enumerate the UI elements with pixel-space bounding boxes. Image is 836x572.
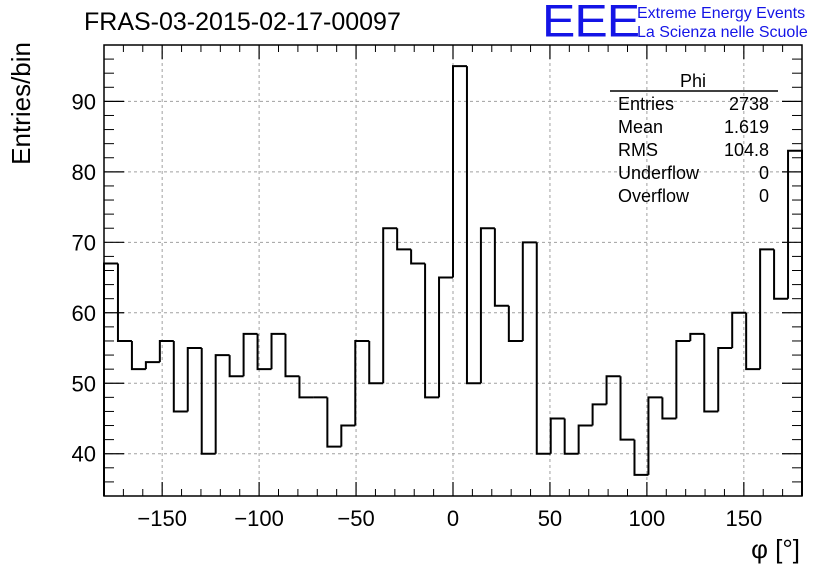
histogram-bin bbox=[144, 361, 160, 370]
logo-line-2: La Scienza nelle Scuole bbox=[637, 24, 808, 41]
histogram-bin bbox=[577, 424, 593, 454]
histogram-bin bbox=[493, 228, 509, 307]
stats-name: Phi bbox=[680, 71, 706, 91]
histogram-bin bbox=[130, 340, 146, 371]
histogram-bin bbox=[647, 396, 663, 475]
histogram-bin bbox=[228, 355, 244, 378]
histogram-bin bbox=[507, 305, 523, 342]
y-tick-label: 50 bbox=[72, 371, 96, 396]
histogram-bin bbox=[535, 242, 551, 455]
stats-value: 0 bbox=[759, 186, 769, 206]
stats-box: Phi Entries 2738 Mean 1.619 RMS 104.8 Underflow… bbox=[610, 71, 778, 206]
histogram-bin bbox=[465, 66, 481, 385]
histogram-bin bbox=[759, 248, 775, 370]
x-tick-label: −50 bbox=[337, 506, 374, 531]
stats-value: 2738 bbox=[729, 94, 769, 114]
x-axis-title: φ [°] bbox=[751, 534, 800, 564]
axes: −150 −100 −50 0 50 100 150 40 50 60 70 80 90 φ [°] Ent… bbox=[6, 42, 803, 564]
y-tick-label: 90 bbox=[72, 89, 96, 114]
y-tick-label: 70 bbox=[72, 230, 96, 255]
histogram-bin bbox=[298, 376, 314, 399]
stats-label: Mean bbox=[618, 117, 663, 137]
histogram-bin bbox=[787, 149, 803, 496]
histogram-bin bbox=[605, 375, 621, 405]
histogram-bin bbox=[424, 263, 440, 399]
histogram-bin bbox=[703, 333, 719, 413]
histogram-bin bbox=[340, 424, 356, 447]
histogram-bin bbox=[368, 340, 384, 385]
histogram-bin bbox=[158, 339, 174, 363]
histogram-bin bbox=[200, 348, 216, 455]
histogram-bin bbox=[591, 403, 607, 426]
histogram-bin bbox=[326, 397, 342, 448]
x-tick-label: 150 bbox=[725, 506, 762, 531]
histogram-bin bbox=[284, 333, 300, 378]
histogram-bin bbox=[773, 249, 789, 300]
histogram-bin bbox=[689, 332, 705, 341]
histogram-bin bbox=[396, 228, 412, 251]
histogram-bin bbox=[172, 340, 188, 413]
histogram-bin bbox=[731, 311, 747, 349]
histogram-bin bbox=[410, 249, 426, 265]
histogram-bin bbox=[186, 347, 202, 412]
histogram-bin bbox=[619, 376, 635, 441]
histogram-bin bbox=[452, 65, 467, 278]
histogram-bin bbox=[479, 227, 495, 384]
histogram-bin bbox=[270, 332, 286, 370]
histogram-bin bbox=[549, 417, 565, 454]
histogram-bin bbox=[256, 333, 272, 371]
histogram-bin bbox=[382, 227, 398, 384]
chart-title: FRAS-03-2015-02-17-00097 bbox=[84, 8, 401, 36]
y-tick-label: 60 bbox=[72, 301, 96, 326]
stats-label: Overflow bbox=[618, 186, 690, 206]
stats-value: 104.8 bbox=[724, 140, 769, 160]
stats-value: 1.619 bbox=[724, 117, 769, 137]
histogram-bin bbox=[633, 439, 649, 476]
x-tick-label: −150 bbox=[137, 506, 187, 531]
x-tick-label: 50 bbox=[538, 506, 562, 531]
histogram-bin bbox=[116, 263, 132, 342]
y-tick-label: 40 bbox=[72, 442, 96, 467]
y-axis-title: Entries/bin bbox=[6, 42, 36, 165]
x-tick-label: 100 bbox=[629, 506, 666, 531]
histogram-bin bbox=[717, 347, 733, 412]
histogram-bin bbox=[563, 418, 579, 455]
histogram-bin bbox=[242, 332, 258, 377]
histogram-bin bbox=[745, 312, 761, 371]
x-tick-label: −100 bbox=[234, 506, 284, 531]
histogram-bin bbox=[521, 241, 537, 341]
stats-label: RMS bbox=[618, 140, 658, 160]
y-tick-label: 80 bbox=[72, 160, 96, 185]
x-tick-label: 0 bbox=[447, 506, 459, 531]
histogram-bin bbox=[214, 354, 230, 454]
histogram-bin bbox=[661, 397, 677, 420]
histogram-bin bbox=[438, 276, 453, 398]
stats-label: Entries bbox=[618, 94, 674, 114]
eee-logo: EEE bbox=[542, 0, 640, 47]
stats-label: Underflow bbox=[618, 163, 700, 183]
stats-value: 0 bbox=[759, 163, 769, 183]
histogram-bin bbox=[675, 339, 691, 419]
logo-line-1: Extreme Energy Events bbox=[637, 5, 806, 22]
histogram-bin bbox=[354, 339, 370, 426]
